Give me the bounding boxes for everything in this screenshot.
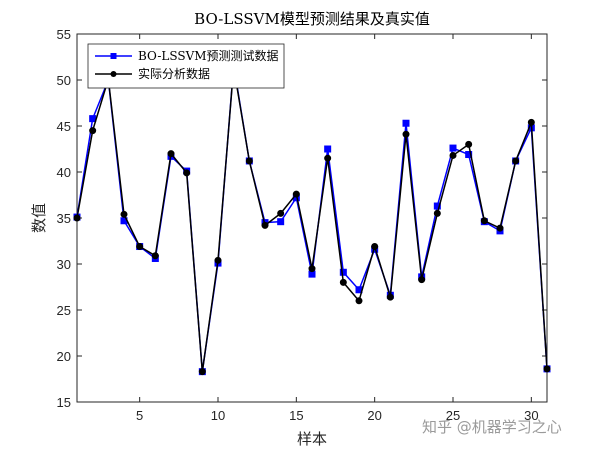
data-point [386, 293, 394, 301]
data-point [198, 368, 206, 376]
data-point [339, 268, 347, 276]
x-axis-label: 样本 [297, 430, 327, 448]
x-tick-label: 5 [136, 408, 143, 423]
legend-marker-circle [110, 71, 117, 77]
data-point [433, 209, 441, 217]
y-tick-label: 20 [57, 349, 71, 364]
y-tick-label: 40 [57, 165, 71, 180]
plot-area [76, 33, 548, 403]
data-point [183, 169, 191, 177]
legend-label-1: BO-LSSVM预测测试数据 [138, 48, 279, 63]
legend-label-2: 实际分析数据 [138, 66, 210, 81]
y-tick-label: 25 [57, 303, 71, 318]
x-tick-label: 25 [446, 408, 460, 423]
data-point [151, 252, 159, 260]
data-point [277, 209, 285, 217]
data-point [292, 190, 300, 198]
data-point [355, 297, 363, 305]
data-point [89, 127, 97, 135]
data-point [449, 151, 457, 159]
data-point [402, 130, 410, 138]
x-tick-label: 20 [367, 408, 381, 423]
x-tick-label: 10 [211, 408, 225, 423]
data-point [543, 365, 551, 373]
data-point [245, 157, 253, 165]
data-point [261, 221, 269, 229]
data-point [167, 150, 175, 158]
data-point [527, 118, 535, 126]
y-axis-label: 数值 [30, 203, 48, 233]
legend-marker-square [110, 53, 117, 59]
data-point [371, 243, 379, 251]
watermark-text: 知乎 @机器学习之心 [422, 418, 562, 436]
data-point [339, 278, 347, 286]
data-point [73, 214, 81, 222]
y-tick-label: 50 [57, 73, 71, 88]
y-tick-label: 55 [57, 27, 71, 42]
y-tick-label: 15 [57, 395, 71, 410]
y-axis: 15 20 25 30 35 40 45 50 55 [57, 27, 547, 410]
data-point [308, 265, 316, 273]
data-point [433, 202, 441, 210]
data-point [277, 218, 285, 226]
x-axis: 5 10 15 20 25 30 [136, 34, 539, 423]
data-point [465, 140, 473, 148]
data-point [496, 224, 504, 232]
data-point [324, 145, 332, 153]
chart-title: BO-LSSVM模型预测结果及真实值 [194, 10, 430, 28]
data-point [214, 256, 222, 264]
data-point [402, 119, 410, 127]
data-point [89, 115, 97, 123]
data-point [465, 151, 473, 159]
data-point [120, 210, 128, 218]
y-tick-label: 30 [57, 257, 71, 272]
x-tick-label: 15 [289, 408, 303, 423]
data-point [418, 276, 426, 284]
data-point [449, 144, 457, 152]
data-point [480, 217, 488, 225]
y-tick-label: 45 [57, 119, 71, 134]
data-point [512, 157, 520, 165]
data-point [136, 243, 144, 251]
y-tick-label: 35 [57, 211, 71, 226]
x-tick-label: 30 [524, 408, 538, 423]
legend-box [87, 43, 285, 89]
data-point [324, 154, 332, 162]
